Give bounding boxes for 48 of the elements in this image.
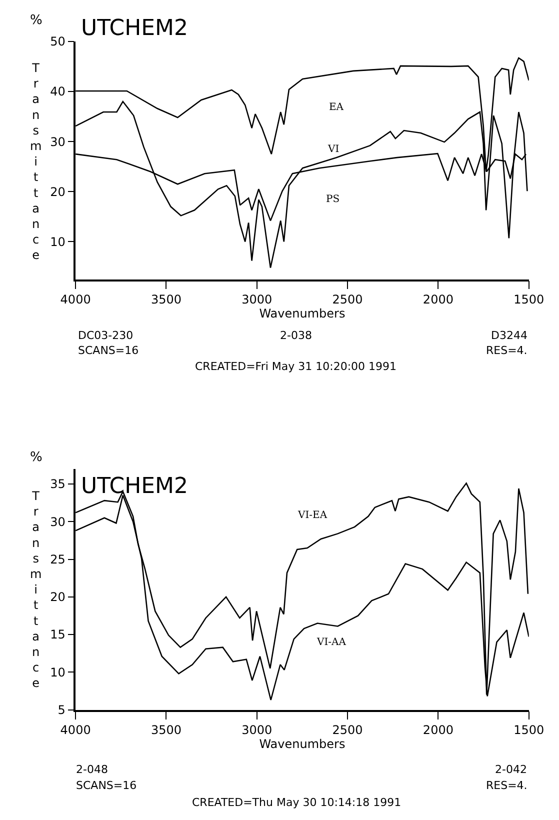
text: 2-048 <box>76 763 108 776</box>
y-tick-label: 20 <box>50 590 66 604</box>
series-label: VI-AA <box>316 637 347 648</box>
text: DC03-230 <box>78 329 134 342</box>
x-axis-title: Wavenumbers <box>259 736 346 751</box>
y-tick-label: 50 <box>50 34 66 49</box>
x-tick-label: 4000 <box>60 722 91 737</box>
y-tick-label: 5 <box>58 702 66 717</box>
text: Transmittance <box>30 489 42 690</box>
x-tick-label: 2000 <box>422 292 454 306</box>
x-tick-label: 2000 <box>422 722 454 737</box>
x-tick-label: 3500 <box>150 292 182 306</box>
x-tick-label: 2500 <box>332 292 363 306</box>
y-tick-label: 30 <box>50 134 66 149</box>
annotation: UTCHEM2 <box>81 474 188 499</box>
x-tick-label: 3000 <box>242 722 272 737</box>
y-tick-label: 35 <box>50 477 66 492</box>
text: SCANS=16 <box>78 344 139 357</box>
y-tick-label: 30 <box>50 514 66 529</box>
text: CREATED=Thu May 30 10:14:18 1991 <box>192 796 402 809</box>
text: SCANS=16 <box>76 779 137 792</box>
series-label: VI-EA <box>297 510 328 521</box>
y-tick-label: 10 <box>50 665 66 680</box>
x-tick-label: 3500 <box>150 722 182 737</box>
y-tick-label: 10 <box>50 234 66 249</box>
text: EA <box>329 102 344 113</box>
x-tick-label: 3000 <box>242 292 272 306</box>
y-tick-label: 40 <box>50 84 66 99</box>
y-tick-label: 15 <box>50 628 66 642</box>
x-tick-label: 2500 <box>332 722 363 737</box>
text: UTCHEM2 <box>81 16 188 41</box>
text: CREATED=Fri May 31 10:20:00 1991 <box>195 360 397 373</box>
text: Transmittance <box>30 61 42 262</box>
x-tick-label: 1500 <box>514 292 544 306</box>
y-tick-label: 20 <box>50 184 66 199</box>
series-label: VI <box>327 144 340 155</box>
text: D3244 <box>491 329 528 342</box>
text: % <box>30 13 42 28</box>
text: RES=4. <box>486 344 528 357</box>
y-tick-label: 25 <box>50 552 66 566</box>
x-axis-title: Wavenumbers <box>259 306 346 320</box>
x-tick-label: 1500 <box>514 722 544 737</box>
text: PS <box>326 194 340 205</box>
text: 2-042 <box>495 763 527 776</box>
text: RES=4. <box>486 779 528 792</box>
text: 2-038 <box>280 329 312 342</box>
x-tick-label: 4000 <box>60 292 91 306</box>
text: % <box>30 450 42 465</box>
